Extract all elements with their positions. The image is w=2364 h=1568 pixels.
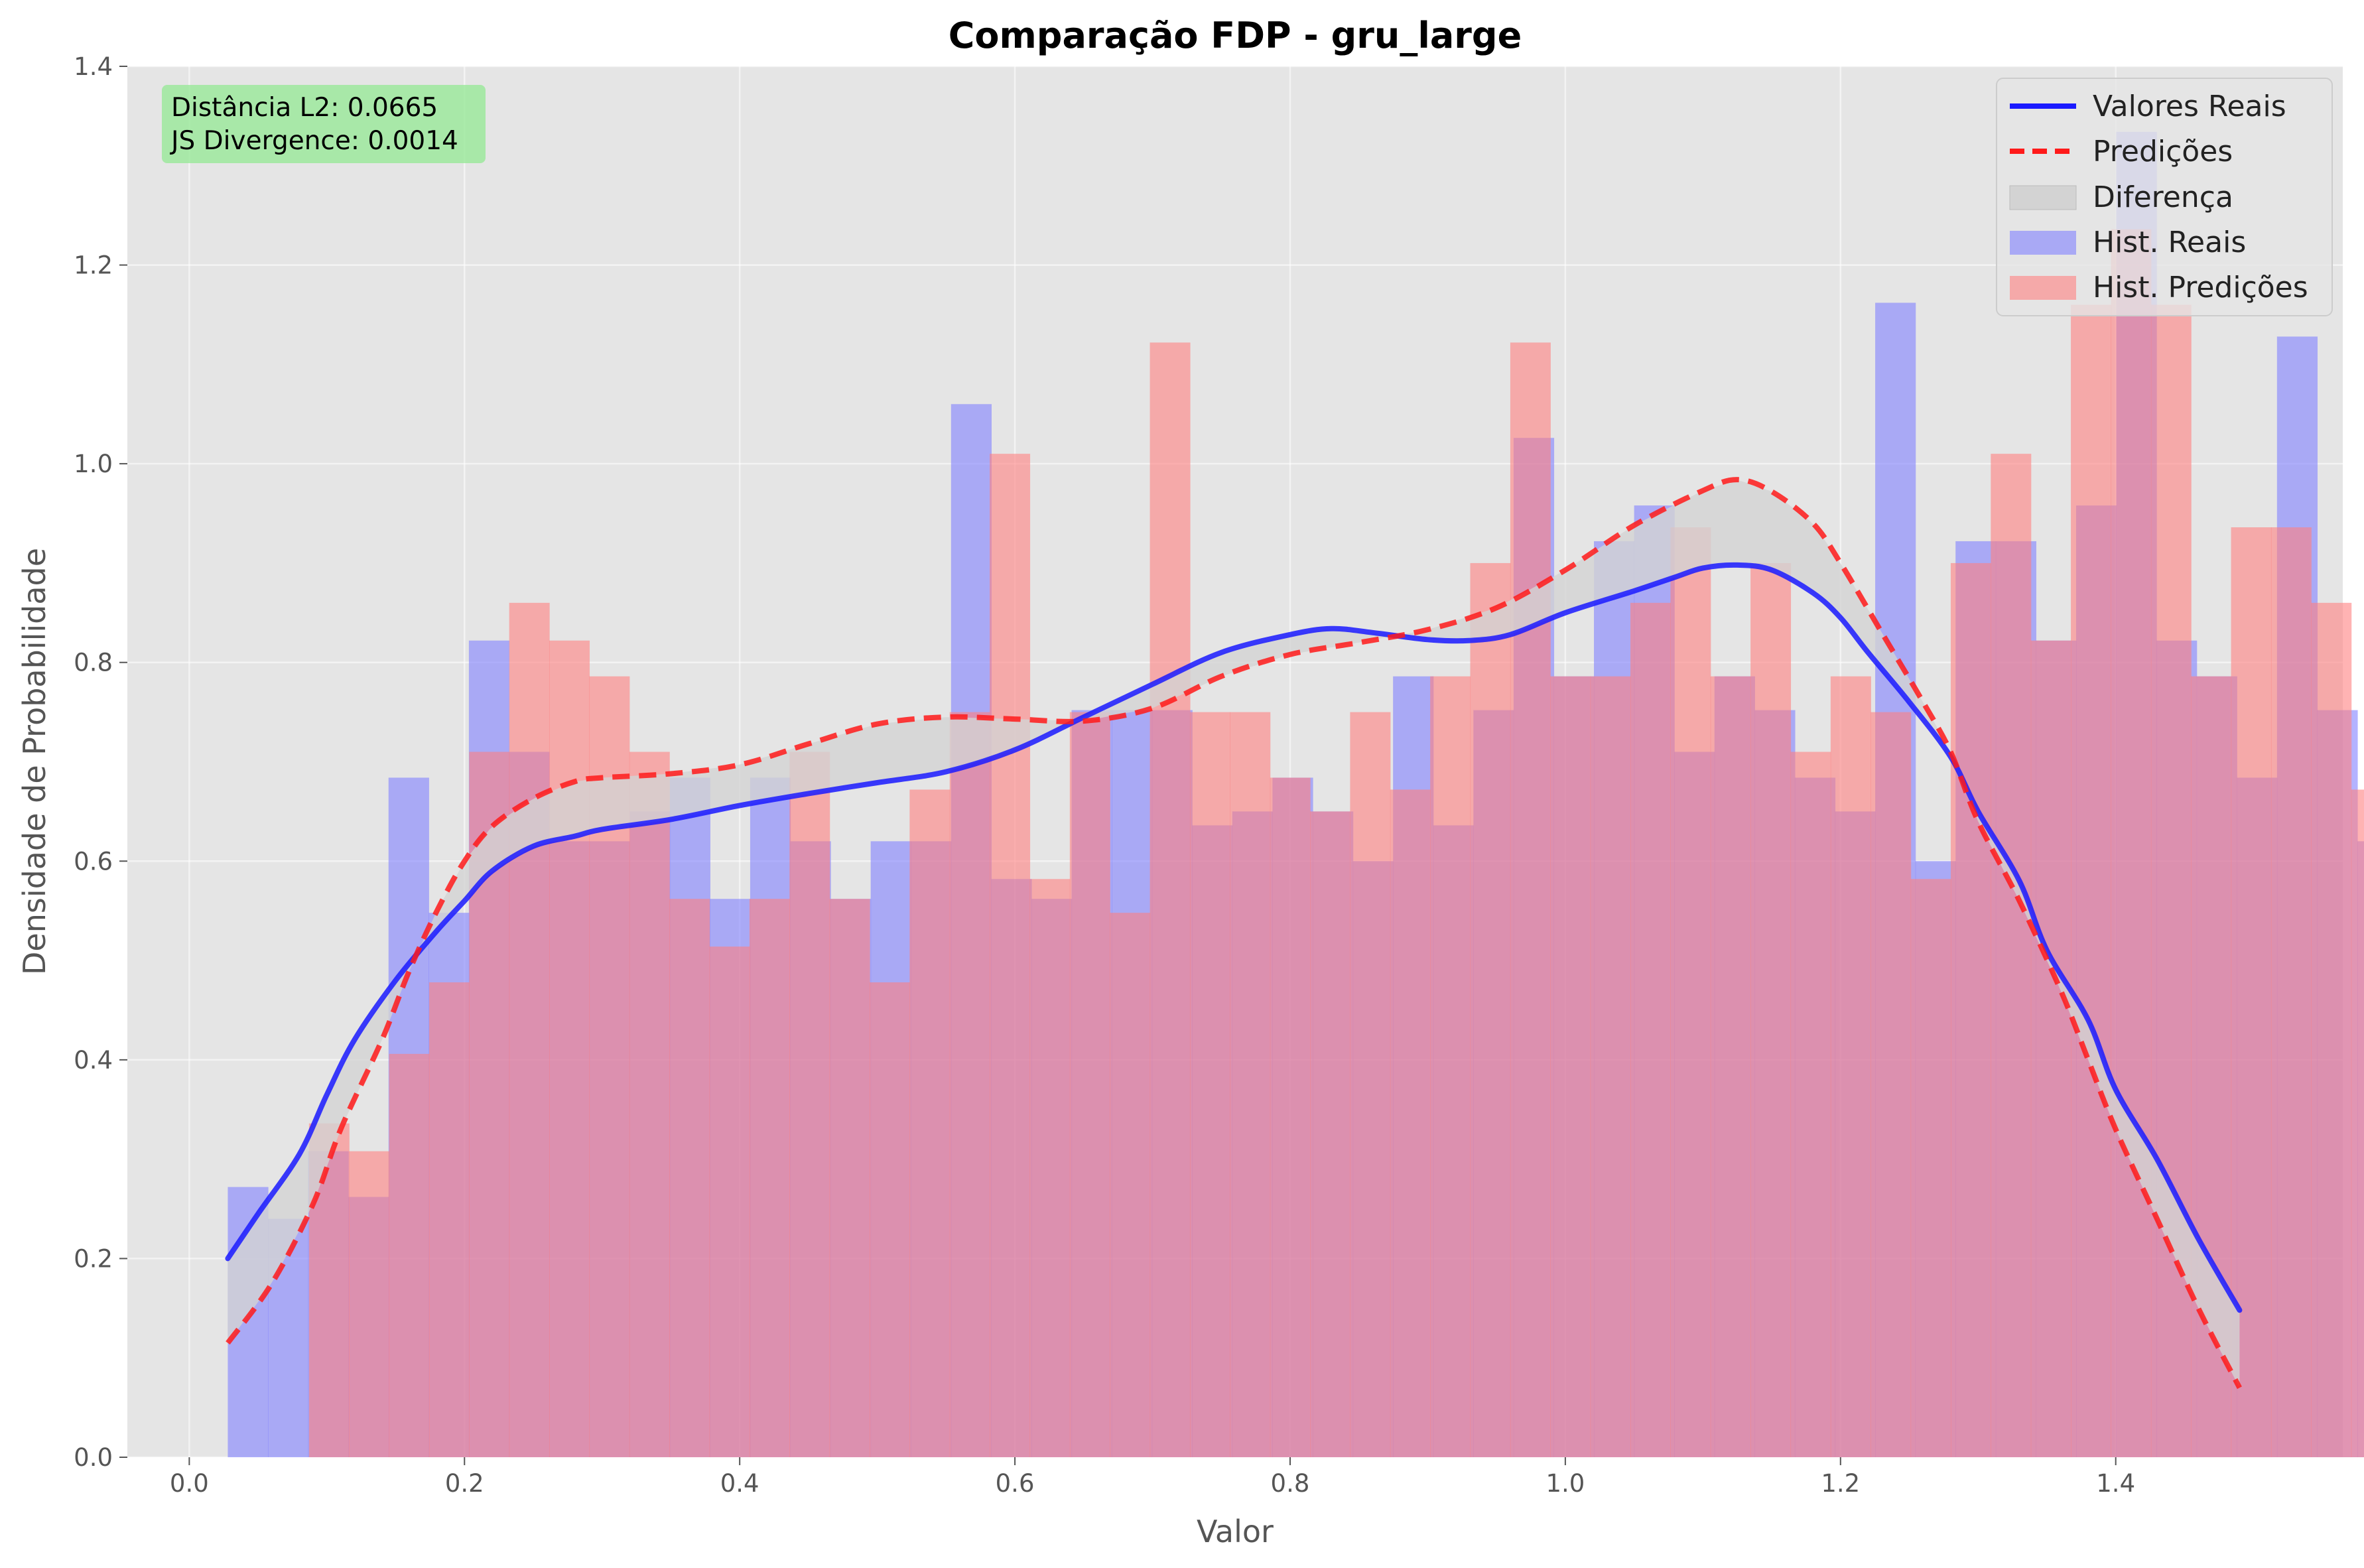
hist-pred-bar [1590, 676, 1631, 1457]
difference-area [228, 480, 2240, 1388]
legend: Valores Reais Predições Diferença Hist. … [1996, 78, 2333, 316]
hist-pred-bar [1470, 562, 1511, 1457]
hist-pred-bar [1029, 879, 1071, 1457]
hist-pred-bar [1189, 712, 1230, 1457]
legend-hist-real-swatch [2010, 231, 2076, 255]
hist-pred-bar [2150, 304, 2192, 1457]
stats-box-background [162, 85, 486, 163]
x-tick-label: 1.4 [2096, 1469, 2135, 1498]
hist-pred-bar [1790, 751, 1831, 1457]
x-axis-label: Valor [1197, 1514, 1274, 1549]
hist-pred-bar [1550, 676, 1591, 1457]
hist-pred-bar [549, 640, 590, 1457]
legend-hist-pred-swatch [2010, 276, 2076, 300]
hist-pred-bar [1270, 777, 1311, 1457]
legend-hist-real-label: Hist. Reais [2093, 226, 2246, 259]
difference-area-fill [228, 480, 2240, 1388]
axes: 0.0 0.2 0.4 0.6 0.8 1.0 1.2 1.4 0.0 0.2 0.4 0.6 0.8 1… [74, 52, 2135, 1498]
legend-frame [1996, 78, 2333, 316]
hist-pred-bar [1069, 712, 1110, 1457]
hist-pred-bar [1710, 676, 1751, 1457]
hist-pred-bar [1230, 712, 1271, 1457]
x-tick-label: 1.0 [1545, 1469, 1585, 1498]
hist-pred-bar [1750, 562, 1792, 1457]
x-tick-label: 0.4 [720, 1469, 759, 1498]
hist-pred-bar [789, 751, 830, 1457]
hist-pred-bar [1830, 676, 1871, 1457]
hist-pred-bar [709, 947, 750, 1457]
hist-pred-bar [990, 454, 1031, 1457]
hist-pred-bar [1110, 913, 1151, 1457]
hist-pred-bar [1149, 342, 1191, 1457]
hist-pred-bar [1350, 712, 1391, 1457]
hist-pred-bar [669, 899, 710, 1457]
x-tick-label: 0.8 [1271, 1469, 1310, 1498]
hist-pred-bar [349, 1151, 390, 1457]
x-tick-label: 1.2 [1821, 1469, 1860, 1498]
hist-pred-bar [949, 712, 990, 1457]
y-tick-label: 0.8 [74, 649, 113, 677]
hist-pred-bar [2030, 640, 2071, 1457]
y-tick-label: 0.4 [74, 1046, 113, 1075]
hist-pred-bar [1670, 527, 1711, 1457]
hist-pred-bar [1390, 789, 1431, 1457]
stats-js-divergence: JS Divergence: 0.0014 [169, 126, 458, 156]
hist-pred-bar [2071, 304, 2112, 1457]
y-tick-label: 0.6 [74, 847, 113, 876]
y-tick-label: 1.4 [74, 52, 113, 81]
kde-real-line [225, 562, 2243, 1313]
y-tick-label: 1.2 [74, 251, 113, 280]
hist-pred-bar [1510, 342, 1551, 1457]
y-tick-label: 0.2 [74, 1244, 113, 1273]
hist-pred-bar [389, 1053, 430, 1457]
hist-pred-bar [829, 899, 870, 1457]
hist-pred-bar [629, 751, 670, 1457]
hist-pred-bar [2311, 602, 2352, 1458]
y-tick-label: 1.0 [74, 450, 113, 478]
hist-pred-bar [1871, 712, 1912, 1457]
hist-pred-bar [2111, 229, 2152, 1457]
hist-pred-bar [870, 982, 910, 1457]
legend-hist-pred-label: Hist. Predições [2093, 271, 2308, 304]
legend-real-label: Valores Reais [2093, 90, 2286, 123]
kde-pred-line [226, 477, 2242, 1390]
y-axis-label: Densidade de Probabilidade [17, 548, 52, 975]
hist-pred-bar [1430, 676, 1471, 1457]
hist-pred-bar [509, 602, 550, 1458]
hist-pred-bar [2270, 527, 2312, 1457]
hist-pred-bar [1910, 879, 1951, 1457]
hist-pred-bar [1630, 602, 1671, 1458]
hist-pred-bar [2351, 789, 2364, 1457]
hist-pred-bar [1310, 811, 1351, 1457]
x-tick-label: 0.0 [170, 1469, 209, 1498]
legend-diff-label: Diferença [2093, 180, 2233, 214]
hist-pred-bar [1991, 454, 2032, 1457]
hist-pred-bar [749, 899, 790, 1457]
x-tick-label: 0.6 [996, 1469, 1035, 1498]
stats-box: Distância L2: 0.0665 JS Divergence: 0.00… [162, 85, 486, 163]
hist-pred-bar [909, 789, 951, 1457]
hist-pred-bar [428, 982, 470, 1457]
kde-lines [225, 477, 2243, 1390]
x-tick-label: 0.2 [445, 1469, 484, 1498]
y-tick-label: 0.0 [74, 1443, 113, 1472]
stats-l2-distance: Distância L2: 0.0665 [171, 93, 438, 123]
chart-title: Comparação FDP - gru_large [949, 15, 1522, 56]
legend-pred-label: Predições [2093, 135, 2233, 168]
legend-diff-swatch [2009, 185, 2077, 210]
hist-pred-bar [1950, 562, 1991, 1457]
